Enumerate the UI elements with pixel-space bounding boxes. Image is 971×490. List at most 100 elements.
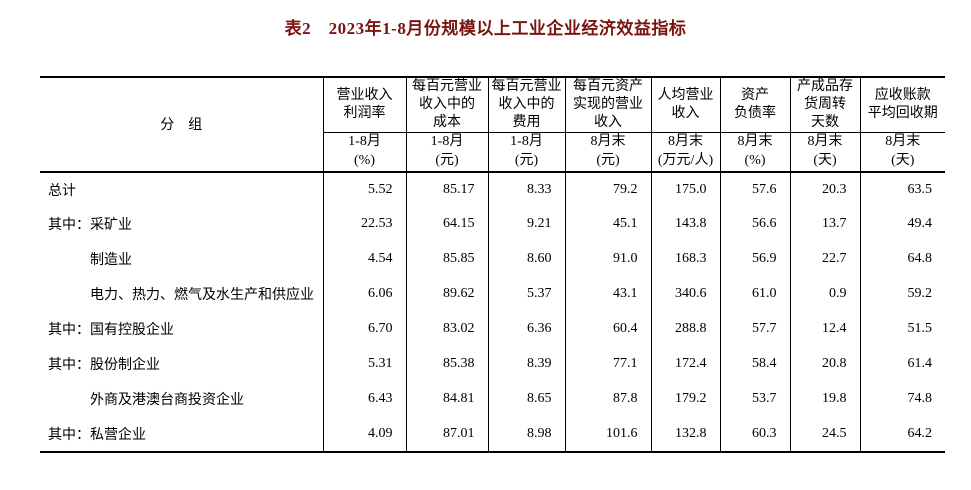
cell-value: 85.17: [405, 171, 488, 207]
cell-value: 22.7: [789, 241, 860, 277]
row-label: 总计: [40, 172, 323, 207]
cell-value: 143.8: [650, 206, 720, 242]
row-label: 其中：私营企业: [40, 417, 323, 452]
cell-value: 61.0: [719, 276, 790, 312]
cell-value: 12.4: [789, 311, 860, 347]
table-row-utilities: 电力、热力、燃气及水生产和供应业 6.06 89.62 5.37 43.1 34…: [40, 276, 945, 312]
column-subheader-revenue-per-100-assets: 8月末 (元): [564, 132, 651, 172]
economic-indicators-table: 分 组 营业收入 利润率 每百元营业 收入中的 成本 每百元营业 收入中的 费用…: [40, 76, 945, 453]
column-header-receivables-collection-period: 应收账款 平均回收期: [859, 77, 945, 133]
cell-value: 5.37: [487, 276, 565, 312]
column-header-debt-ratio: 资产 负债率: [719, 77, 790, 133]
cell-value: 77.1: [564, 346, 651, 382]
table-row-total: 总计 5.52 85.17 8.33 79.2 175.0 57.6 20.3 …: [40, 171, 945, 207]
cell-value: 6.36: [487, 311, 565, 347]
cell-value: 5.52: [322, 171, 406, 207]
column-subheader-profit-margin: 1-8月 (%): [322, 132, 406, 172]
row-label: 其中：股份制企业: [40, 347, 323, 382]
row-label-name: 私营企业: [90, 427, 146, 443]
cell-value: 64.15: [405, 206, 488, 242]
cell-value: 4.54: [322, 241, 406, 277]
cell-value: 58.4: [719, 346, 790, 382]
cell-value: 20.8: [789, 346, 860, 382]
cell-value: 57.7: [719, 311, 790, 347]
cell-value: 56.9: [719, 241, 790, 277]
column-subheader-revenue-per-capita: 8月末 (万元/人): [650, 132, 720, 172]
row-label-name: 采矿业: [90, 218, 132, 233]
column-subheader-expense-per-100-revenue: 1-8月 (元): [487, 132, 565, 172]
cell-value: 19.8: [789, 381, 860, 417]
cell-value: 87.8: [564, 381, 651, 417]
cell-value: 85.85: [405, 241, 488, 277]
column-header-expense-per-100-revenue: 每百元营业 收入中的 费用: [487, 77, 565, 133]
cell-value: 8.60: [487, 241, 565, 277]
cell-value: 64.8: [859, 241, 945, 277]
cell-value: 74.8: [859, 381, 945, 417]
cell-value: 87.01: [405, 416, 488, 452]
cell-value: 53.7: [719, 381, 790, 417]
cell-value: 49.4: [859, 206, 945, 242]
row-label-name: 制造业: [90, 253, 132, 268]
table-row-private: 其中：私营企业 4.09 87.01 8.98 101.6 132.8 60.3…: [40, 416, 945, 452]
cell-value: 61.4: [859, 346, 945, 382]
cell-value: 132.8: [650, 416, 720, 452]
cell-value: 4.09: [322, 416, 406, 452]
row-label-prefix: 其中：: [48, 218, 90, 233]
cell-value: 85.38: [405, 346, 488, 382]
page-title: 表2 2023年1-8月份规模以上工业企业经济效益指标: [284, 19, 687, 38]
table-row-foreign-invested: 外商及港澳台商投资企业 6.43 84.81 8.65 87.8 179.2 5…: [40, 381, 945, 417]
cell-value: 101.6: [564, 416, 651, 452]
header-row-periods: 1-8月 (%) 1-8月 (元) 1-8月 (元) 8月末 (元) 8月末 (…: [40, 132, 945, 172]
row-label: 制造业: [40, 242, 323, 277]
row-label: 其中：采矿业: [40, 207, 323, 242]
cell-value: 83.02: [405, 311, 488, 347]
column-subheader-debt-ratio: 8月末 (%): [719, 132, 790, 172]
cell-value: 79.2: [564, 171, 651, 207]
cell-value: 13.7: [789, 206, 860, 242]
cell-value: 91.0: [564, 241, 651, 277]
column-subheader-receivables-collection-period: 8月末 (天): [859, 132, 945, 172]
cell-value: 84.81: [405, 381, 488, 417]
row-label: 外商及港澳台商投资企业: [40, 382, 323, 417]
row-label: 电力、热力、燃气及水生产和供应业: [40, 277, 323, 312]
column-subheader-cost-per-100-revenue: 1-8月 (元): [405, 132, 488, 172]
cell-value: 56.6: [719, 206, 790, 242]
cell-value: 43.1: [564, 276, 651, 312]
row-label-name: 国有控股企业: [90, 323, 174, 338]
cell-value: 172.4: [650, 346, 720, 382]
cell-value: 8.65: [487, 381, 565, 417]
table-header: 分 组 营业收入 利润率 每百元营业 收入中的 成本 每百元营业 收入中的 费用…: [40, 77, 945, 172]
cell-value: 24.5: [789, 416, 860, 452]
cell-value: 8.98: [487, 416, 565, 452]
cell-value: 20.3: [789, 171, 860, 207]
cell-value: 60.3: [719, 416, 790, 452]
cell-value: 340.6: [650, 276, 720, 312]
column-header-revenue-per-100-assets: 每百元资产 实现的营业 收入: [564, 77, 651, 133]
cell-value: 6.43: [322, 381, 406, 417]
table-row-shareholding: 其中：股份制企业 5.31 85.38 8.39 77.1 172.4 58.4…: [40, 346, 945, 382]
column-header-revenue-per-capita: 人均营业 收入: [650, 77, 720, 133]
cell-value: 168.3: [650, 241, 720, 277]
column-header-inventory-turnover-days: 产成品存 货周转 天数: [789, 77, 860, 133]
cell-value: 288.8: [650, 311, 720, 347]
column-header-profit-margin: 营业收入 利润率: [322, 77, 406, 133]
cell-value: 5.31: [322, 346, 406, 382]
cell-value: 6.06: [322, 276, 406, 312]
cell-value: 51.5: [859, 311, 945, 347]
column-header-cost-per-100-revenue: 每百元营业 收入中的 成本: [405, 77, 488, 133]
cell-value: 175.0: [650, 171, 720, 207]
row-label-name: 总计: [48, 183, 76, 199]
cell-value: 59.2: [859, 276, 945, 312]
cell-value: 63.5: [859, 171, 945, 207]
row-label-prefix: 其中：: [48, 323, 90, 338]
cell-value: 6.70: [322, 311, 406, 347]
cell-value: 0.9: [789, 276, 860, 312]
table-body: 总计 5.52 85.17 8.33 79.2 175.0 57.6 20.3 …: [40, 171, 945, 452]
row-label-prefix: 其中：: [48, 358, 90, 373]
row-label-name: 外商及港澳台商投资企业: [90, 393, 244, 408]
table-row-mining: 其中：采矿业 22.53 64.15 9.21 45.1 143.8 56.6 …: [40, 206, 945, 242]
cell-value: 45.1: [564, 206, 651, 242]
table-row-manufacturing: 制造业 4.54 85.85 8.60 91.0 168.3 56.9 22.7…: [40, 241, 945, 277]
column-subheader-inventory-turnover-days: 8月末 (天): [789, 132, 860, 172]
cell-value: 60.4: [564, 311, 651, 347]
